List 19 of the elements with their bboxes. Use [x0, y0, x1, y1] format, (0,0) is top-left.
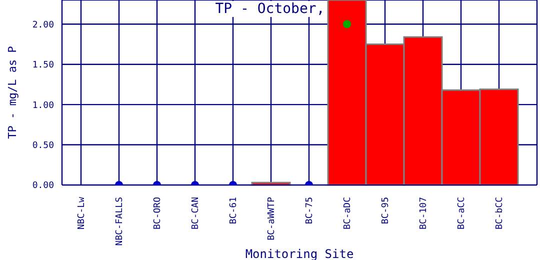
- x-tick-label: NBC-FALLS: [115, 197, 126, 246]
- x-tick-label: BC-CAN: [191, 197, 202, 230]
- y-tick-label: 0.00: [32, 181, 54, 192]
- y-tick-label: 1.00: [32, 100, 54, 111]
- x-tick-label: BC-aDC: [343, 197, 354, 230]
- x-tick-label: BC-ORO: [153, 197, 164, 230]
- x-tick-label: BC-95: [381, 197, 392, 224]
- x-tick-label: BC-75: [305, 197, 316, 224]
- y-tick-label: 1.50: [32, 60, 54, 71]
- x-tick-label: BC-aCC: [457, 197, 468, 230]
- y-tick-label: 0.50: [32, 140, 54, 151]
- y-axis-title: TP - mg/L as P: [6, 46, 19, 139]
- x-tick-label: BC-107: [419, 197, 430, 230]
- x-tick-label: NBC-Lw: [77, 196, 88, 230]
- y-tick-label: 2.00: [32, 20, 54, 30]
- x-tick-label: BC-61: [229, 197, 240, 224]
- x-tick-label: BC-aWWTP: [267, 196, 278, 240]
- x-tick-label: BC-bCC: [495, 197, 506, 230]
- chart-title: TP - October,: [213, 1, 327, 17]
